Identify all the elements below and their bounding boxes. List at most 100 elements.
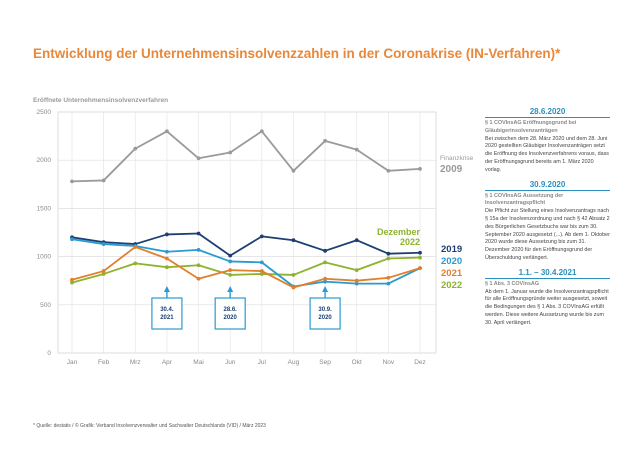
data-point: [196, 276, 201, 281]
data-point: [165, 256, 169, 261]
data-point: [418, 266, 422, 271]
data-point: [101, 269, 106, 273]
series-label: 2022: [441, 280, 462, 291]
x-tick-label: Jul: [258, 359, 267, 366]
annotation-text: 2021: [160, 315, 174, 321]
x-tick-label: Dez: [414, 359, 426, 366]
note-body: Bei zwischen dem 28. März 2020 und dem 2…: [485, 135, 609, 173]
data-point: [291, 285, 296, 290]
data-point: [323, 139, 327, 143]
annotation-box: [151, 297, 183, 330]
series-line: [71, 256, 421, 284]
chart-title: Entwicklung der Unternehmensinsolvenzzah…: [33, 46, 561, 61]
series-line: [71, 238, 421, 288]
y-tick-label: 1500: [37, 205, 52, 212]
series-label: 2020: [441, 256, 462, 267]
series-label: Finanzkrise: [440, 155, 474, 162]
data-point: [70, 277, 74, 282]
note-date: 28.6.2020: [485, 106, 610, 118]
data-point: [354, 268, 359, 272]
data-point: [228, 259, 233, 264]
data-point: [196, 263, 201, 268]
data-point: [386, 251, 391, 256]
note-subtitle: § 1 COVInsAG Eröffnungsgrund bei Gläubig…: [485, 120, 577, 134]
series-label: 2021: [441, 268, 463, 279]
legal-notes-panel: 28.6.2020 § 1 COVInsAG Eröffnungsgrund b…: [485, 106, 610, 332]
annotation-text: 28.6.: [224, 307, 238, 313]
data-point: [323, 276, 327, 281]
data-point: [291, 168, 296, 173]
data-point: [165, 232, 169, 237]
data-point: [196, 231, 201, 236]
data-point: [259, 260, 264, 265]
x-tick-label: Mrz: [130, 359, 141, 366]
data-point: [228, 268, 233, 272]
data-point: [101, 272, 106, 276]
data-point: [165, 129, 169, 134]
note-subtitle: § 1 COVInsAG Aussetzung der Insolvenzant…: [485, 192, 564, 207]
data-point: [323, 260, 327, 265]
series-line: [71, 232, 421, 257]
data-point: [418, 250, 422, 255]
note-date: 30.9.2020: [485, 179, 610, 191]
series-label: 2022: [400, 237, 420, 247]
data-point: [133, 146, 138, 151]
y-tick-label: 1000: [37, 254, 52, 261]
x-tick-label: Mai: [193, 359, 203, 366]
x-tick-label: Jan: [67, 359, 78, 366]
data-point: [133, 261, 138, 266]
x-tick-label: Feb: [98, 359, 110, 366]
data-point: [386, 168, 391, 173]
series-label: 2019: [441, 244, 462, 255]
note-date: 1.1. – 30.4.2021: [485, 267, 610, 279]
annotation-box: [309, 297, 341, 330]
data-point: [291, 238, 296, 243]
data-point: [323, 248, 327, 253]
annotation-text: 2020: [318, 315, 332, 321]
data-point: [196, 247, 201, 252]
data-point: [165, 249, 169, 254]
annotation-box: [214, 297, 246, 330]
x-tick-label: Nov: [383, 359, 395, 366]
annotation-text: 2020: [224, 315, 238, 321]
annotation-arrowhead: [227, 286, 234, 292]
data-point: [323, 279, 327, 284]
data-point: [101, 178, 106, 183]
series-line: [71, 246, 421, 289]
data-point: [354, 147, 359, 152]
note-section: 28.6.2020 § 1 COVInsAG Eröffnungsgrund b…: [485, 106, 610, 175]
data-point: [196, 156, 201, 161]
data-point: [291, 273, 296, 277]
data-point: [386, 281, 391, 286]
note-body: Ab dem 1. Januar wurde die Insolvenzantr…: [485, 288, 609, 326]
annotation-arrowhead: [322, 286, 329, 292]
data-point: [259, 269, 264, 273]
y-tick-label: 2000: [37, 157, 52, 164]
x-tick-label: Sep: [319, 359, 331, 366]
y-tick-label: 2500: [37, 109, 52, 116]
data-point: [354, 238, 359, 243]
data-point: [228, 273, 233, 277]
annotation-text: 30.4.: [160, 307, 174, 313]
note-body: Die Pflicht zur Stellung eines Insolvenz…: [485, 208, 610, 261]
source-footnote: * Quelle: destatis / © Grafik: Verband I…: [33, 423, 266, 429]
data-point: [101, 242, 106, 246]
series-label: 2009: [440, 164, 463, 175]
x-tick-label: Aug: [288, 359, 300, 366]
note-section: 1.1. – 30.4.2021 § 1 Abs. 3 COVInsAG Ab …: [485, 267, 610, 328]
x-tick-label: Apr: [162, 359, 173, 366]
data-point: [418, 166, 422, 171]
data-point: [133, 245, 138, 249]
series-line: [71, 130, 421, 183]
note-section: 30.9.2020 § 1 COVInsAG Aussetzung der In…: [485, 179, 610, 263]
data-point: [165, 265, 169, 270]
y-axis-label: Eröffnete Unternehmensinsolvenzverfahren: [33, 97, 169, 104]
x-tick-label: Jun: [225, 359, 236, 366]
data-point: [70, 179, 74, 184]
data-point: [70, 280, 74, 285]
data-point: [386, 256, 391, 261]
note-subtitle: § 1 Abs. 3 COVInsAG: [485, 280, 540, 287]
data-point: [418, 255, 422, 260]
x-tick-label: Okt: [352, 359, 362, 366]
